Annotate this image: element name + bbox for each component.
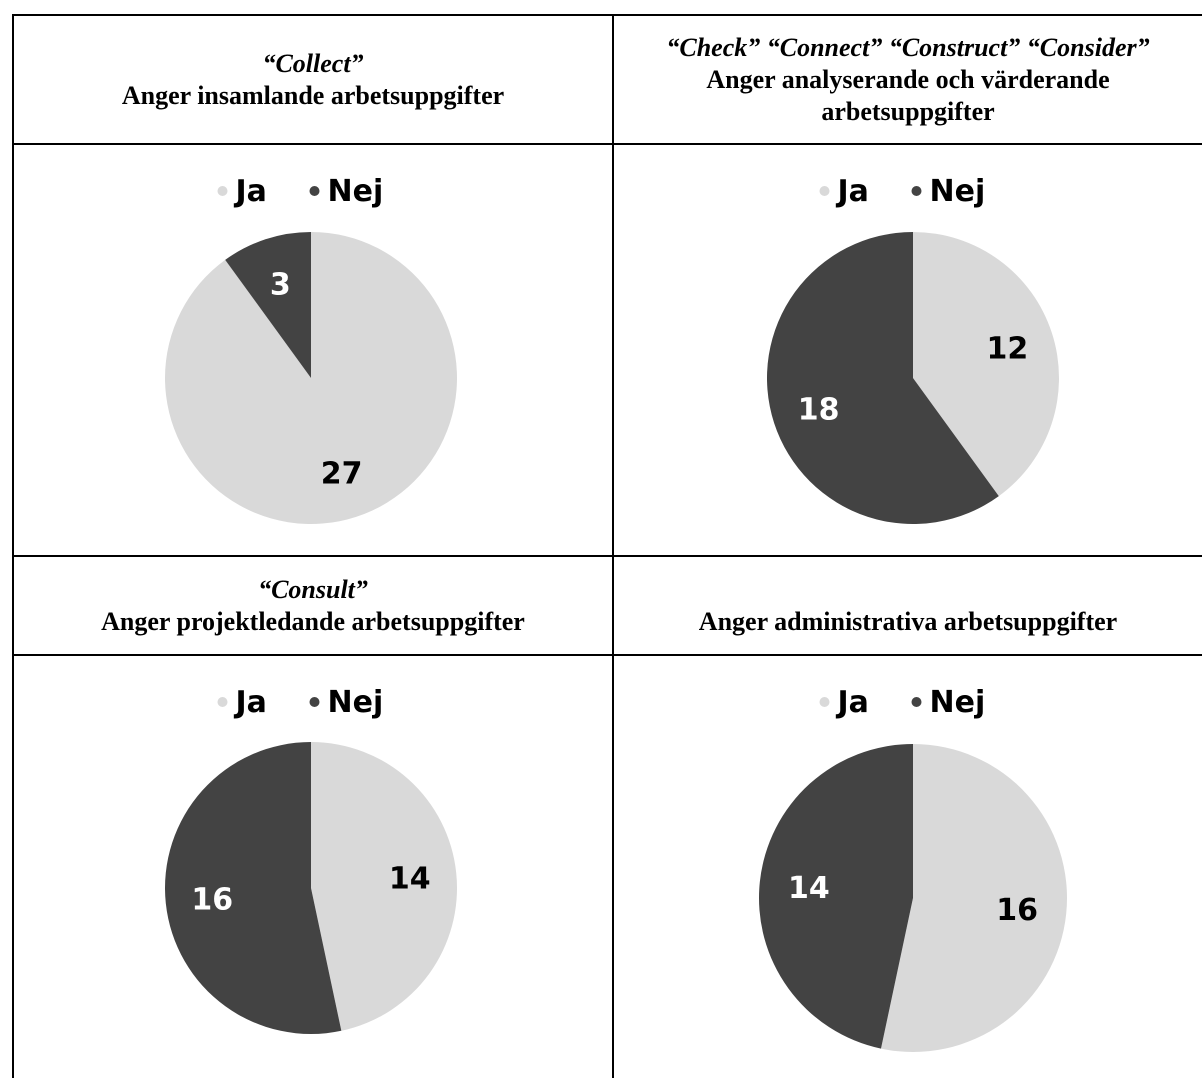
data-label-ja: 12 [987,331,1029,366]
header-analysis-bold: Anger analyserande och värderande arbets… [706,64,1110,126]
border-top [12,14,1202,16]
legend-item-ja: Ja [819,174,869,209]
legend-item-ja: Ja [819,685,869,720]
data-label-ja: 16 [996,893,1038,928]
pie-slice-ja [311,742,457,1031]
header-collect-italic: “Collect” [262,48,364,78]
header-collect: “Collect” Anger insamlande arbetsuppgift… [14,16,612,143]
legend-swatch-nej [309,186,320,196]
pie-slice-nej [767,232,999,524]
data-label-nej: 18 [798,393,840,428]
data-label-nej: 16 [191,882,233,917]
legend-item-nej: Nej [911,685,986,720]
pie-chart-admin: Ja Nej 16 14 [758,685,1067,1052]
pie-slice-ja [913,232,1059,497]
legend-swatch-ja [819,697,830,707]
data-label-ja: 14 [389,862,431,897]
legend: Ja Nej [217,174,384,209]
pie-slice-ja [880,744,1067,1052]
header-collect-bold: Anger insamlande arbetsuppgifter [121,80,505,110]
header-admin-bold: Anger administrativa arbetsuppgifter [698,607,1118,636]
chart-cell-admin: Ja Nej 16 14 [614,656,1202,1078]
legend-label-ja: Ja [836,685,869,720]
border-row1 [12,143,1202,145]
legend-item-nej: Nej [911,174,986,209]
border-row3 [12,654,1202,656]
legend-swatch-ja [217,186,228,196]
pie-chart-analysis: Ja Nej 12 18 [767,174,1059,524]
legend-swatch-nej [309,697,320,707]
pie-slice-nej [225,232,311,378]
legend-swatch-ja [217,697,228,707]
header-admin: Anger administrativa arbetsuppgifter [614,557,1202,654]
legend-label-nej: Nej [328,174,384,209]
legend-label-nej: Nej [930,685,986,720]
legend: Ja Nej [819,685,986,720]
chart-cell-consult: Ja Nej 14 16 [14,656,612,1078]
legend: Ja Nej [819,174,986,209]
legend: Ja Nej [217,685,384,720]
legend-item-ja: Ja [217,685,267,720]
pie-slice-nej [164,742,342,1034]
data-label-nej: 14 [788,871,830,906]
header-consult: “Consult” Anger projektledande arbetsupp… [14,557,612,654]
border-left [12,14,14,1078]
data-label-nej: 3 [270,268,291,303]
legend-label-nej: Nej [930,174,986,209]
legend-label-ja: Ja [234,174,267,209]
data-label-ja: 27 [321,456,363,491]
legend-label-ja: Ja [836,174,869,209]
border-middle [612,14,614,1078]
header-consult-bold: Anger projektledande arbetsuppgifter [101,606,525,636]
header-consult-italic: “Consult” [258,574,368,604]
header-analysis-italic: “Check” “Connect” “Construct” “Consider” [666,32,1150,62]
legend-item-ja: Ja [217,174,267,209]
pie-chart-collect: Ja Nej 27 3 [164,174,457,524]
pie-slice-nej [758,744,913,1049]
chart-cell-analysis: Ja Nej 12 18 [614,145,1202,555]
legend-swatch-ja [819,186,830,196]
border-row2 [12,555,1202,557]
legend-label-nej: Nej [328,685,384,720]
legend-label-ja: Ja [234,685,267,720]
legend-swatch-nej [911,186,922,196]
pie-chart-consult: Ja Nej 14 16 [164,685,457,1034]
header-analysis: “Check” “Connect” “Construct” “Consider”… [614,16,1202,143]
legend-item-nej: Nej [309,174,384,209]
legend-swatch-nej [911,697,922,707]
legend-item-nej: Nej [309,685,384,720]
chart-grid: “Collect” Anger insamlande arbetsuppgift… [12,14,1202,1078]
chart-cell-collect: Ja Nej 27 3 [14,145,612,555]
